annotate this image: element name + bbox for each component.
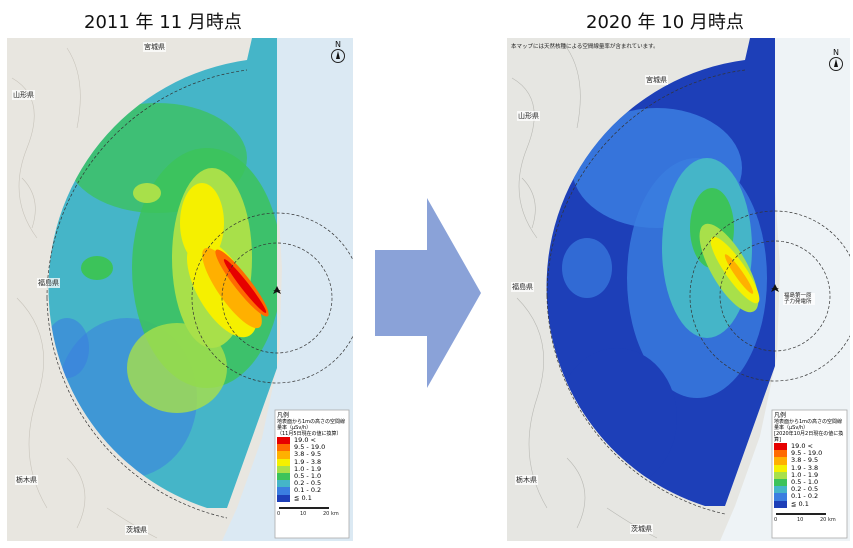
legend-swatch — [277, 458, 290, 466]
legend-swatch — [277, 480, 290, 488]
natural-nuclide-note: 本マップには天然核種による空間線量率が含まれています。 — [511, 44, 659, 50]
legend-2020-content: 凡例 地表面から1mの高さの空間線量率（μSv/h） [2020年10月2日現在… — [774, 412, 846, 525]
legend-swatch — [277, 487, 290, 495]
label-miyagi: 宮城県 — [143, 42, 166, 52]
label-tochigi: 栃木県 — [15, 475, 38, 485]
legend-heading: 凡例 — [277, 412, 290, 419]
scale-bar-2011: 0 10 20 km — [277, 505, 347, 519]
legend-label: 1.9 - 3.8 — [791, 463, 819, 472]
legend-swatch — [774, 493, 787, 501]
legend-swatch — [277, 465, 290, 473]
legend-item: 0.1 - 0.2 — [774, 492, 846, 501]
legend-item: 9.5 - 19.0 — [774, 449, 846, 458]
label-yamagata: 山形県 — [517, 111, 540, 121]
distance-rings-2020 — [546, 69, 853, 515]
legend-date: [2020年10月2日現在の値に換算] — [774, 431, 844, 443]
legend-swatch — [774, 486, 787, 494]
north-arrow-icon — [829, 57, 843, 71]
legend-label: 1.0 - 1.9 — [294, 464, 322, 473]
legend-item: 3.8 - 9.5 — [774, 456, 846, 465]
label-ibaraki: 茨城県 — [125, 525, 148, 535]
right-arrow-icon — [375, 198, 481, 388]
north-arrow-2020: N — [829, 48, 843, 71]
legend-item: 9.5 - 19.0 — [277, 443, 347, 452]
legend-swatch — [277, 472, 290, 481]
legend-label: 0.1 - 0.2 — [294, 486, 322, 495]
legend-date: （11月5日現在の値に換算） — [277, 431, 342, 437]
legend-rows-2011: 19.0 <9.5 - 19.0 3.8 - 9.5 1.9 - 3.8 1.0 - … — [277, 437, 347, 502]
title-2011: 2011 年 11 月時点 — [84, 12, 242, 33]
legend-heading: 凡例 — [774, 412, 787, 419]
legend-label: 9.5 - 19.0 — [791, 449, 823, 458]
legend-rows-2020: 19.0 <9.5 - 19.0 3.8 - 9.5 1.9 - 3.8 1.0 - … — [774, 443, 846, 508]
legend-swatch — [277, 451, 290, 459]
legend-label: 0.2 - 0.5 — [791, 485, 819, 494]
north-arrow-2011: N — [331, 40, 345, 63]
legend-swatch — [774, 500, 787, 508]
label-yamagata: 山形県 — [12, 90, 35, 100]
legend-item: 1.0 - 1.9 — [277, 464, 347, 473]
legend-desc: 地表面から1mの高さの空間線量率（μSv/h） — [774, 419, 843, 431]
legend-label: 0.5 - 1.0 — [791, 478, 819, 487]
map-2020: 本マップには天然核種による空間線量率が含まれています。 山形県 宮城県 福島県 … — [507, 38, 853, 541]
legend-label: 3.8 - 9.5 — [294, 450, 322, 459]
legend-label: ≦ 0.1 — [791, 499, 809, 508]
legend-item: 0.1 - 0.2 — [277, 486, 347, 495]
legend-item: ≦ 0.1 — [774, 499, 846, 508]
label-fukushima: 福島県 — [511, 282, 534, 292]
legend-label: 9.5 - 19.0 — [294, 443, 326, 452]
legend-item: 3.8 - 9.5 — [277, 450, 347, 459]
legend-label: 1.9 - 3.8 — [294, 457, 322, 466]
legend-item: 1.0 - 1.9 — [774, 470, 846, 479]
legend-item: 19.0 < — [774, 442, 846, 451]
legend-label: 0.2 - 0.5 — [294, 479, 322, 488]
label-miyagi: 宮城県 — [645, 75, 668, 85]
legend-item: ≦ 0.1 — [277, 493, 347, 502]
legend-item: 0.5 - 1.0 — [277, 472, 347, 481]
legend-item: 0.2 - 0.5 — [774, 485, 846, 494]
legend-label: 19.0 < — [791, 442, 813, 451]
north-arrow-icon — [331, 49, 345, 63]
legend-swatch — [774, 443, 787, 451]
scale-bar-2020: 0 10 20 km — [774, 511, 846, 525]
legend-swatch — [774, 450, 787, 458]
map-2011-svg — [7, 38, 363, 541]
legend-item: 0.2 - 0.5 — [277, 479, 347, 488]
legend-label: 1.0 - 1.9 — [791, 470, 819, 479]
label-tochigi: 栃木県 — [515, 475, 538, 485]
plant-marker-2011 — [273, 286, 281, 294]
legend-label: 0.5 - 1.0 — [294, 472, 322, 481]
legend-swatch — [774, 464, 787, 472]
legend-item: 1.9 - 3.8 — [774, 463, 846, 472]
legend-item: 0.5 - 1.0 — [774, 478, 846, 487]
legend-item: 1.9 - 3.8 — [277, 457, 347, 466]
legend-label: 3.8 - 9.5 — [791, 456, 819, 465]
legend-label: ≦ 0.1 — [294, 493, 312, 502]
legend-swatch — [774, 457, 787, 465]
label-fukushima-daiichi: 福島第一原子力発電所 — [783, 293, 815, 305]
plant-marker-2020 — [771, 284, 779, 292]
title-2020: 2020 年 10 月時点 — [586, 12, 744, 33]
legend-label: 0.1 - 0.2 — [791, 492, 819, 501]
map-2011: 山形県 宮城県 福島県 栃木県 茨城県 N 凡例 地表面から1mの高さの空間線量… — [7, 38, 363, 541]
legend-swatch — [277, 437, 290, 445]
legend-swatch — [774, 478, 787, 487]
legend-swatch — [277, 444, 290, 452]
legend-item: 19.0 < — [277, 436, 347, 445]
legend-label: 19.0 < — [294, 436, 316, 445]
label-ibaraki: 茨城県 — [630, 524, 653, 534]
legend-swatch — [774, 471, 787, 479]
label-fukushima: 福島県 — [37, 278, 60, 288]
legend-swatch — [277, 494, 290, 502]
map-2020-svg — [507, 38, 853, 541]
legend-desc: 地表面から1mの高さの空間線量率（μSv/h） — [277, 419, 346, 431]
legend-2011-content: 凡例 地表面から1mの高さの空間線量率（μSv/h） （11月5日現在の値に換算… — [277, 412, 347, 519]
